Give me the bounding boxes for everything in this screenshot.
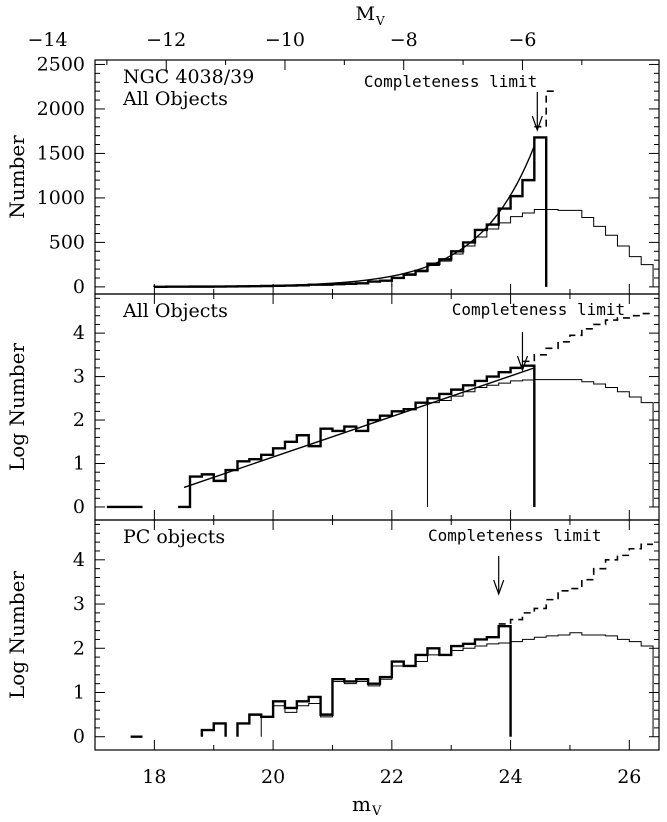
histogram-dashed-top (534, 90, 559, 128)
y-tick-label-middle: 3 (73, 366, 85, 388)
panel-annotation-top: NGC 4038/39 (123, 66, 254, 88)
y-tick-label-middle: 4 (73, 322, 85, 344)
fit-line-middle (183, 367, 535, 489)
histogram-thin-bottom (260, 632, 654, 737)
top-axis-tick-label: −8 (390, 29, 418, 51)
histogram-thick-middle (106, 364, 536, 509)
x-axis-label-main: m (352, 792, 371, 816)
histogram-dashed-bottom (498, 543, 654, 625)
y-tick-label-top: 2500 (37, 53, 85, 75)
y-tick-label-top: 2000 (37, 98, 85, 120)
completeness-arrowhead-middle (516, 355, 529, 372)
completeness-label-bottom: Completeness limit (428, 526, 601, 545)
completeness-arrowhead-top (531, 115, 543, 132)
top-axis-tick-label: −14 (27, 29, 67, 51)
histogram-thin-top (391, 208, 654, 287)
panel-annotation-bottom: PC objects (123, 526, 225, 548)
data-layer (106, 90, 654, 738)
top-axis-tick-label: −6 (508, 29, 536, 51)
x-tick-label: 24 (498, 766, 522, 788)
top-axis-tick-label: −10 (265, 29, 305, 51)
y-tick-label-top: 1500 (37, 142, 85, 164)
completeness-label-top: Completeness limit (364, 72, 537, 91)
panel-frames (94, 59, 660, 751)
histogram-dashed-middle (522, 312, 654, 363)
y-tick-label-bottom: 2 (73, 637, 85, 659)
top-axis-label-sub: V (375, 14, 385, 28)
completeness-label-middle: Completeness limit (452, 300, 625, 319)
histogram-thick-top (153, 136, 548, 288)
completeness-arrowhead-bottom (493, 579, 505, 596)
x-tick-label: 20 (261, 766, 285, 788)
panel-frame-bottom (94, 519, 660, 751)
x-tick-label: 18 (142, 766, 166, 788)
x-tick-label: 22 (380, 766, 404, 788)
y-tick-label-bottom: 1 (73, 682, 85, 704)
top-axis-label-main: M (356, 3, 375, 25)
x-axis-label-sub: V (371, 804, 382, 819)
panel-frame-middle (94, 293, 660, 521)
y-tick-label-middle: 2 (73, 409, 85, 431)
y-axis-label-top: Number (5, 135, 29, 219)
y-tick-label-middle: 0 (73, 496, 85, 518)
fit-curve-top (184, 145, 535, 288)
histogram-thick-bottom (130, 624, 512, 738)
y-tick-label-top: 500 (49, 231, 85, 253)
axes-layer (94, 60, 659, 750)
y-axis-label-bottom: Log Number (5, 571, 29, 699)
y-tick-label-top: 1000 (37, 187, 85, 209)
top-axis-tick-label: −12 (146, 29, 186, 51)
y-tick-label-middle: 1 (73, 453, 85, 475)
panel-annotation-middle: All Objects (122, 300, 228, 322)
y-tick-label-top: 0 (73, 276, 85, 298)
y-tick-label-bottom: 3 (73, 593, 85, 615)
y-tick-label-bottom: 4 (73, 549, 85, 571)
y-tick-label-bottom: 0 (73, 726, 85, 748)
y-axis-label-middle: Log Number (5, 343, 29, 471)
x-tick-label: 26 (617, 766, 641, 788)
panel-annotation-top: All Objects (122, 88, 228, 110)
histogram-thin-middle (426, 379, 654, 507)
